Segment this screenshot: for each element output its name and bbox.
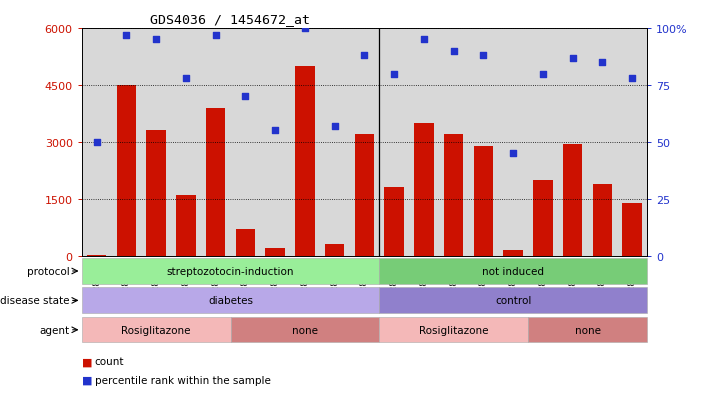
Text: percentile rank within the sample: percentile rank within the sample: [95, 375, 270, 385]
Text: ■: ■: [82, 375, 92, 385]
Point: [626, 76, 638, 82]
Point: [299, 26, 311, 32]
Bar: [503, 250, 523, 256]
Bar: [409, 29, 439, 256]
Bar: [593, 184, 612, 256]
Bar: [379, 317, 528, 343]
Point: [358, 53, 370, 59]
Bar: [87, 255, 107, 256]
Bar: [379, 258, 647, 284]
Point: [329, 123, 341, 130]
Bar: [474, 146, 493, 256]
Bar: [528, 29, 557, 256]
Point: [448, 48, 459, 55]
Bar: [141, 29, 171, 256]
Text: protocol: protocol: [26, 266, 69, 276]
Text: streptozotocin-induction: streptozotocin-induction: [167, 266, 294, 276]
Point: [121, 32, 132, 39]
Point: [151, 37, 162, 43]
Bar: [320, 29, 350, 256]
Bar: [528, 317, 647, 343]
Bar: [82, 258, 379, 284]
Bar: [295, 67, 314, 256]
Text: diabetes: diabetes: [208, 296, 253, 306]
Point: [418, 37, 429, 43]
Bar: [563, 145, 582, 256]
Point: [240, 94, 251, 100]
Bar: [112, 29, 141, 256]
Point: [388, 71, 400, 78]
Bar: [325, 244, 344, 256]
Bar: [415, 123, 434, 256]
Point: [210, 32, 221, 39]
Bar: [622, 203, 642, 256]
Bar: [290, 29, 320, 256]
Bar: [171, 29, 201, 256]
Bar: [176, 195, 196, 256]
Bar: [230, 29, 260, 256]
Point: [180, 76, 191, 82]
Text: Rosiglitazone: Rosiglitazone: [419, 325, 488, 335]
Bar: [201, 29, 230, 256]
Text: Rosiglitazone: Rosiglitazone: [122, 325, 191, 335]
Bar: [117, 85, 136, 256]
Bar: [469, 29, 498, 256]
Point: [567, 55, 578, 62]
Text: none: none: [292, 325, 318, 335]
Point: [91, 139, 102, 146]
Point: [538, 71, 549, 78]
Point: [478, 53, 489, 59]
Text: control: control: [495, 296, 531, 306]
Bar: [587, 29, 617, 256]
Bar: [617, 29, 647, 256]
Text: not induced: not induced: [482, 266, 544, 276]
Text: none: none: [574, 325, 601, 335]
Text: disease state: disease state: [0, 296, 69, 306]
Point: [508, 150, 519, 157]
Bar: [444, 135, 464, 256]
Bar: [557, 29, 587, 256]
Bar: [146, 131, 166, 256]
Bar: [82, 317, 230, 343]
Bar: [379, 29, 409, 256]
Bar: [498, 29, 528, 256]
Bar: [82, 29, 112, 256]
Bar: [206, 108, 225, 256]
Bar: [260, 29, 290, 256]
Point: [269, 128, 281, 134]
Text: ■: ■: [82, 356, 92, 366]
Bar: [379, 287, 647, 313]
Point: [597, 59, 608, 66]
Bar: [230, 317, 379, 343]
Bar: [439, 29, 469, 256]
Text: GDS4036 / 1454672_at: GDS4036 / 1454672_at: [149, 13, 309, 26]
Bar: [350, 29, 379, 256]
Bar: [385, 188, 404, 256]
Text: agent: agent: [39, 325, 69, 335]
Bar: [355, 135, 374, 256]
Bar: [265, 249, 285, 256]
Bar: [236, 230, 255, 256]
Text: count: count: [95, 356, 124, 366]
Bar: [82, 287, 379, 313]
Bar: [533, 180, 552, 256]
